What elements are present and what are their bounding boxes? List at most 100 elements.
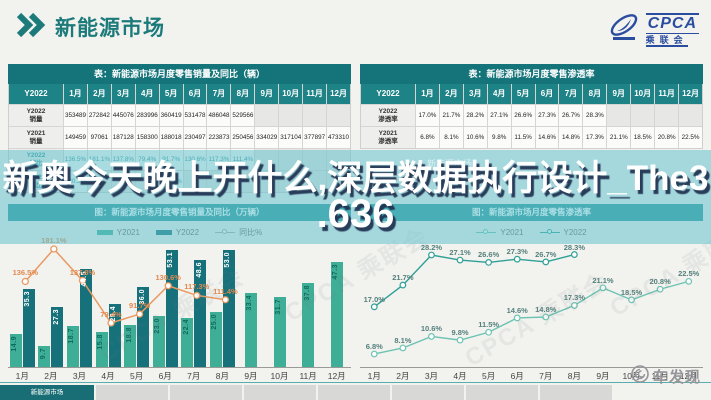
data-point xyxy=(370,303,378,311)
data-point xyxy=(513,314,521,322)
data-point xyxy=(485,328,493,336)
x-axis-months: 1月 2月 3月 4月 5月 6月 7月 8月 9月 10月 11月 12月 xyxy=(360,367,703,381)
month-header-cell: 3月 xyxy=(463,84,487,104)
tab-inactive[interactable] xyxy=(244,385,316,400)
logo-brand-text: CPCA xyxy=(645,12,699,34)
bar-label: 35.3 xyxy=(24,290,32,307)
penetration-value-label: 14.8% xyxy=(535,304,557,314)
month-header-cell: 6月 xyxy=(535,84,559,104)
month-tick-label: 9月 xyxy=(596,371,610,381)
bar-y2021 xyxy=(244,293,257,367)
retail-sales-plot: 14.9 35.3 9.7 27.3 18.7 44.5 15.8 28.4 18.8 36.0 2… xyxy=(8,236,351,367)
value-cell: 445076 xyxy=(111,105,135,126)
tab-inactive[interactable] xyxy=(96,385,168,400)
value-cell xyxy=(679,105,702,126)
month-header-cell: 6月 xyxy=(183,84,207,104)
month-header-cell: 3月 xyxy=(111,84,135,104)
month-header-cell: 11月 xyxy=(655,84,679,104)
bar-y2021 xyxy=(152,316,165,367)
overlay-text-line2: .636 xyxy=(316,192,395,236)
tab-inactive[interactable] xyxy=(466,385,538,400)
page-title: 新能源市场 xyxy=(55,17,165,40)
value-cell: 158300 xyxy=(135,127,159,148)
overlay-text-line1: 新奥今天晚上开什么,深层数据执行设计_The3 xyxy=(2,159,709,198)
tab-active[interactable]: 新能源市场 xyxy=(0,385,94,400)
penetration-value-label: 28.2% xyxy=(420,243,443,252)
value-cell xyxy=(303,105,327,126)
corner-cell: Y2022 xyxy=(361,84,415,104)
bar-y2022 xyxy=(51,306,64,367)
month-header-cell: 2月 xyxy=(87,84,111,104)
month-tick-label: 8月 xyxy=(215,371,229,381)
tab-inactive[interactable] xyxy=(540,385,612,400)
value-cell: 9.8% xyxy=(487,127,511,148)
value-cell: 20.8% xyxy=(655,127,679,148)
bar-label: 27.3 xyxy=(52,308,60,325)
value-cell xyxy=(327,105,350,126)
bar-y2021 xyxy=(66,325,79,367)
tab-inactive[interactable] xyxy=(318,385,390,400)
value-cell xyxy=(631,105,655,126)
value-cell: 97061 xyxy=(87,127,111,148)
value-cell: 8.1% xyxy=(439,127,463,148)
penetration-plot: 6.8% 8.1% 10.6% 9.8% 11.5% 14.6% 14.8% 17.3% 21.… xyxy=(360,241,703,367)
penetration-table-grid: Y2022 1月 2月 3月 4月 5月 6月 7月 8月 9月 10月 11月 12月 Y2022 渗透率… xyxy=(360,84,703,149)
month-tick-label: 5月 xyxy=(482,371,496,381)
penetration-value-label: 20.8% xyxy=(649,277,671,287)
bar-label: 25.0 xyxy=(211,313,219,330)
month-header-cell: 4月 xyxy=(487,84,511,104)
month-tick-label: 12月 xyxy=(679,371,698,381)
value-cell: 317104 xyxy=(279,127,303,148)
x-axis-months: 1月 2月 3月 4月 5月 6月 7月 8月 9月 10月 11月 12月 xyxy=(8,367,351,381)
bar-y2021 xyxy=(302,283,315,367)
tab-inactive[interactable] xyxy=(170,385,242,400)
month-header-cell: 1月 xyxy=(416,84,439,104)
value-cell: 26.6% xyxy=(511,105,535,126)
value-cell: 149459 xyxy=(64,127,87,148)
overlay-band xyxy=(0,150,711,244)
bar-y2022 xyxy=(22,289,35,367)
bar-y2021 xyxy=(95,332,108,367)
bar-y2021 xyxy=(9,334,22,367)
row-label-cell: Y2021 渗透率 xyxy=(361,127,415,148)
data-point xyxy=(107,319,115,327)
value-cell: 187128 xyxy=(111,127,135,148)
data-point xyxy=(135,310,144,318)
month-tick-label: 6月 xyxy=(158,371,172,381)
value-cell: 10.6% xyxy=(463,127,487,148)
month-header-cell: 5月 xyxy=(159,84,183,104)
penetration-table: 表：新能源市场月度零售渗透率 Y2022 1月 2月 3月 4月 5月 6月 7月 8月 9月 10… xyxy=(360,64,703,193)
penetration-value-label: 11.5% xyxy=(478,320,500,330)
bar-y2021 xyxy=(181,317,194,367)
site-watermark: 车发现 xyxy=(630,364,701,389)
value-cell: 22.5% xyxy=(679,127,702,148)
bar-y2021 xyxy=(209,311,222,367)
data-point xyxy=(21,277,29,286)
penetration-value-label: 22.5% xyxy=(678,269,700,279)
logo-org-text: 乘联会 xyxy=(645,34,688,47)
value-cell: 28.2% xyxy=(463,105,487,126)
value-cell: 28.3% xyxy=(583,105,607,126)
data-point xyxy=(542,313,550,321)
data-point xyxy=(628,296,635,304)
value-cell: 529566 xyxy=(231,105,255,126)
value-cell xyxy=(607,105,631,126)
penetration-table-title: 表：新能源市场月度零售渗透率 xyxy=(360,64,703,84)
penetration-value-label: 18.5% xyxy=(620,287,643,297)
yoy-value-label: 136.5% xyxy=(12,268,38,278)
penetration-value-label: 21.7% xyxy=(392,273,414,283)
penetration-value-label: 10.6% xyxy=(420,324,443,334)
tab-inactive[interactable] xyxy=(392,385,464,400)
bar-y2021 xyxy=(273,296,286,367)
month-header-cell: 7月 xyxy=(559,84,583,104)
data-point xyxy=(456,256,464,264)
data-point xyxy=(399,281,407,289)
value-cell: 27.3% xyxy=(535,105,559,126)
data-point xyxy=(370,350,378,358)
month-header-cell: 5月 xyxy=(511,84,535,104)
penetration-value-label: 28.3% xyxy=(563,242,586,252)
month-tick-label: 4月 xyxy=(453,371,467,381)
month-header-cell: 7月 xyxy=(207,84,231,104)
data-point xyxy=(50,245,58,253)
month-tick-label: 7月 xyxy=(187,371,201,381)
